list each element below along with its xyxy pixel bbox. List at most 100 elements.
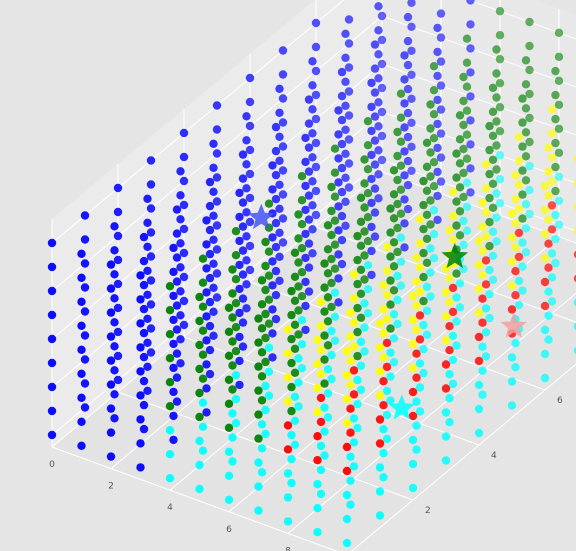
data-point [429,230,439,239]
data-point [474,356,484,366]
data-point [478,390,487,399]
data-point [379,473,388,482]
data-point [573,322,576,331]
data-point [356,217,366,226]
data-point [429,158,439,167]
data-point [304,287,314,296]
data-point [320,427,329,436]
data-point [507,257,517,266]
data-point [327,182,336,192]
data-point [511,363,520,372]
data-point [212,149,222,158]
data-point [290,272,300,281]
data-point [374,74,383,83]
data-point [261,429,270,439]
data-point [301,157,310,167]
data-point [488,107,498,117]
data-point [231,419,241,428]
data-point [400,123,409,132]
data-point [172,325,182,334]
data-point [400,147,409,156]
data-point [271,290,281,300]
data-point [80,211,90,220]
data-point [242,184,251,193]
data-point [415,335,425,344]
data-point [448,307,458,317]
data-point [481,256,491,265]
data-point [290,248,300,257]
data-point [495,79,505,88]
data-point [169,315,178,325]
data-point [433,167,442,177]
data-point [353,231,362,241]
data-point [360,299,369,308]
data-point [356,193,366,202]
data-point [521,248,531,257]
data-point [419,224,428,234]
data-point [139,376,149,386]
data-point [525,209,534,219]
data-point [268,257,277,266]
data-point [80,403,90,412]
data-point [242,136,251,145]
data-point [408,435,418,445]
data-point [363,213,373,222]
data-point [257,396,267,405]
data-point [544,263,553,272]
x-tick-label: 2 [108,482,114,492]
data-point [386,396,395,405]
data-point [518,190,527,199]
data-point [386,372,395,381]
data-point [297,172,307,181]
data-point [521,56,531,65]
data-point [511,339,520,348]
data-point [452,221,461,230]
data-point [433,95,442,105]
data-point [139,280,149,290]
data-point [311,162,321,172]
data-point [228,289,237,298]
data-point [330,288,340,297]
data-point [205,249,215,259]
data-point [254,338,263,347]
data-point [209,235,218,244]
data-point [342,418,352,428]
data-point [242,304,251,313]
data-point [433,71,442,81]
data-point [403,84,413,94]
data-point [478,222,487,231]
data-point [327,374,336,384]
data-point [403,12,413,22]
data-point [176,359,185,368]
data-point [445,394,454,403]
data-point [540,205,550,215]
data-point [360,155,369,164]
data-point [136,463,145,472]
data-point [445,274,454,283]
data-point [547,177,557,186]
data-point [311,90,321,100]
data-point [466,0,475,5]
data-point [360,227,369,236]
data-point [375,511,385,520]
data-point [412,301,421,310]
data-point [360,275,369,284]
data-point [323,389,333,398]
data-point [356,337,366,346]
centroid-star [247,203,275,229]
data-point [334,202,343,211]
data-point [301,301,310,311]
data-point [422,282,432,291]
data-point [403,36,413,46]
data-point [573,154,576,163]
data-point [346,428,355,437]
data-point [143,242,152,251]
data-point [283,349,293,358]
data-point [554,76,564,86]
data-point [271,194,281,204]
data-point [459,96,468,106]
data-point [212,221,222,230]
data-point [290,296,300,305]
data-point [287,406,296,416]
data-point [242,160,251,169]
